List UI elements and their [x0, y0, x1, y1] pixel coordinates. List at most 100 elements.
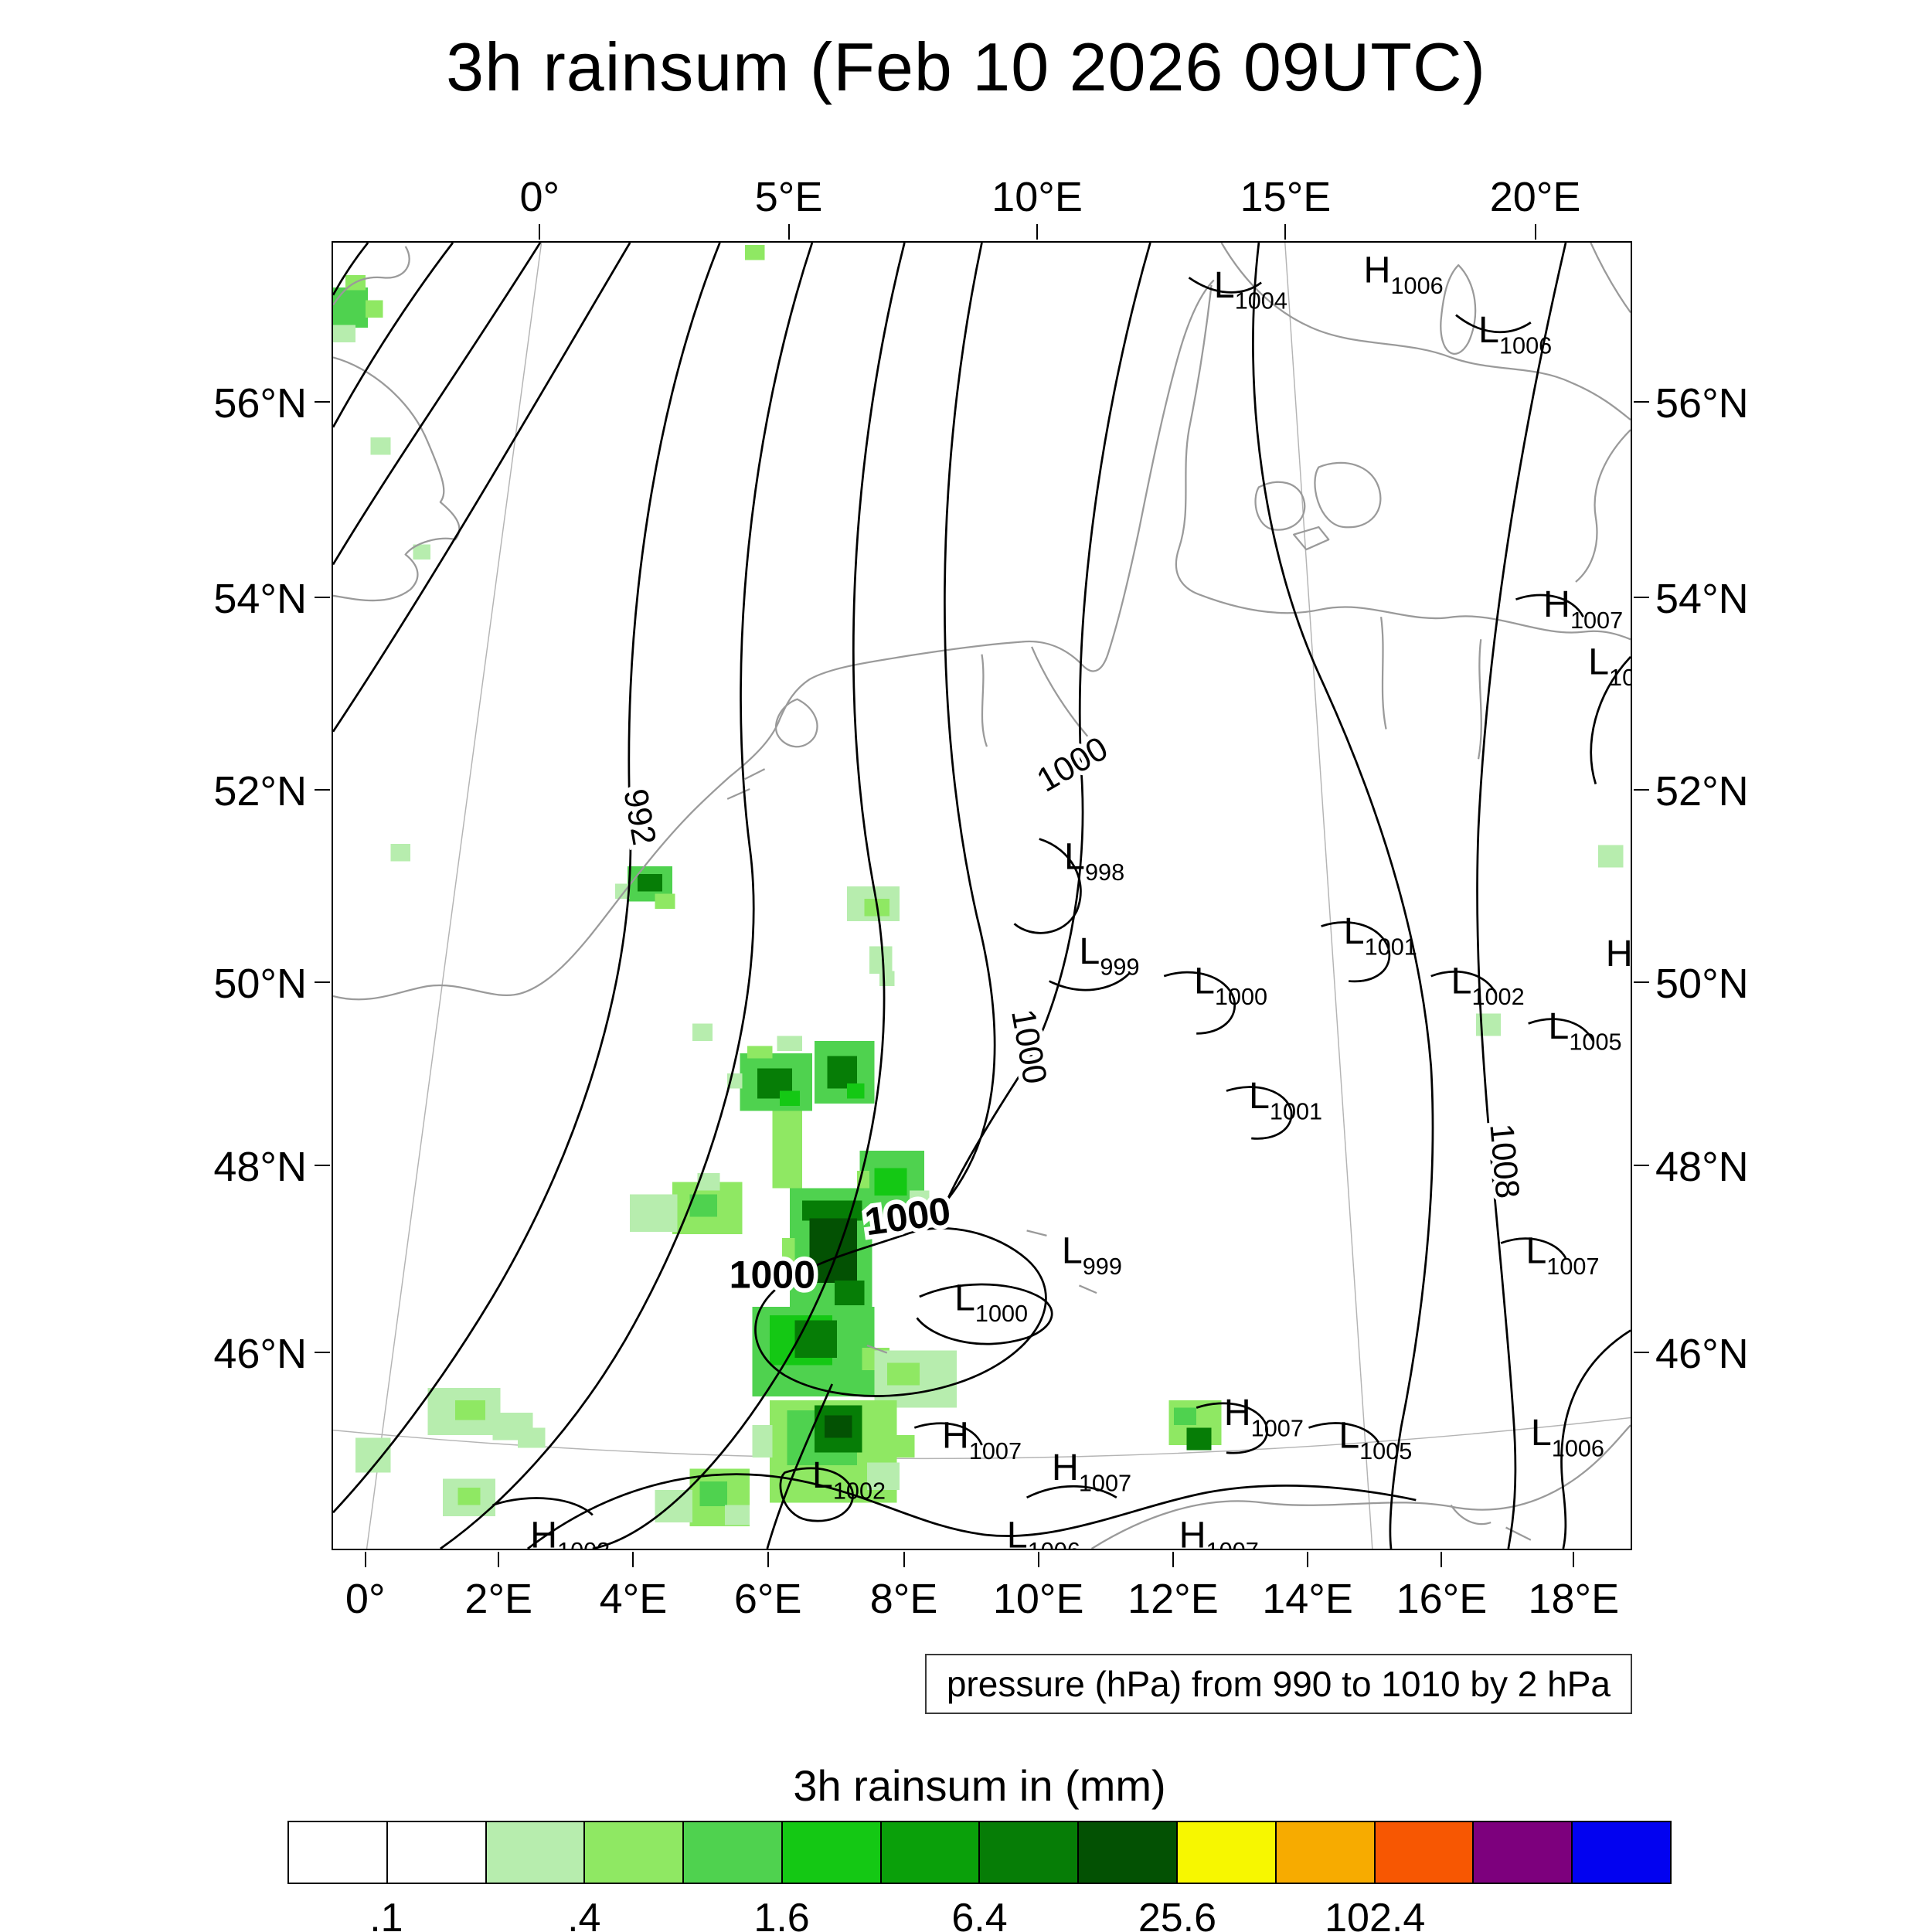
- axis-tick-right: [1634, 1164, 1649, 1166]
- pressure-marker-h: H1007: [942, 1414, 1022, 1464]
- axis-label-left: 46°N: [213, 1331, 307, 1378]
- axis-label-bottom: 2°E: [464, 1576, 533, 1622]
- pressure-marker-l: L998: [1064, 835, 1124, 886]
- colorbar-segment: [289, 1822, 386, 1883]
- axis-label-left: 54°N: [213, 575, 307, 622]
- axis-label-bottom: 16°E: [1396, 1576, 1488, 1622]
- pressure-marker-h: H: [1606, 933, 1631, 975]
- colorbar-tick-label: 1.6: [753, 1896, 810, 1932]
- pressure-caption: pressure (hPa) from 990 to 1010 by 2 hPa: [924, 1654, 1632, 1714]
- axis-label-top: 5°E: [754, 174, 823, 220]
- axis-tick-right: [1634, 981, 1649, 983]
- axis-label-bottom: 12°E: [1128, 1576, 1219, 1622]
- pressure-marker-l: L1001: [1249, 1075, 1322, 1125]
- pressure-marker-l: L1002: [1451, 961, 1525, 1011]
- colorbar-segment: [879, 1822, 979, 1883]
- axis-tick-top: [1284, 224, 1287, 240]
- isobar-value-label: 992: [616, 786, 662, 848]
- axis-tick-left: [315, 1352, 330, 1354]
- coastlines: [333, 243, 1631, 1549]
- pressure-marker-l: L1000: [954, 1277, 1028, 1328]
- axis-label-left: 56°N: [213, 380, 307, 427]
- colorbar-segment: [1571, 1822, 1670, 1883]
- colorbar-segment: [1176, 1822, 1275, 1883]
- axis-label-bottom: 18°E: [1528, 1576, 1620, 1622]
- axis-label-right: 48°N: [1655, 1143, 1749, 1190]
- axis-label-top: 15°E: [1240, 174, 1332, 220]
- axis-label-bottom: 4°E: [599, 1576, 668, 1622]
- axis-tick-right: [1634, 596, 1649, 598]
- axis-label-bottom: 8°E: [869, 1576, 938, 1622]
- colorbar-tick-label: .1: [369, 1896, 403, 1932]
- axis-tick-right: [1634, 788, 1649, 791]
- pressure-marker-l: L1006: [1531, 1412, 1604, 1462]
- axis-label-right: 52°N: [1655, 767, 1749, 815]
- pressure-marker-l: L1004: [1214, 264, 1287, 315]
- isobar-value-label: 1000: [1031, 730, 1114, 799]
- pressure-marker-l: L1006: [1588, 641, 1631, 691]
- graticule-lines: [333, 243, 1631, 1549]
- colorbar-segment: [485, 1822, 584, 1883]
- axis-tick-left: [315, 401, 330, 403]
- map-canvas: 99210001000100010001008L1004H1006L1006H1…: [333, 243, 1631, 1549]
- axis-tick-bottom: [632, 1552, 634, 1567]
- axis-label-bottom: 0°: [345, 1576, 386, 1622]
- axis-tick-right: [1634, 1352, 1649, 1354]
- axis-label-top: 10°E: [992, 174, 1083, 220]
- axis-label-right: 56°N: [1655, 380, 1749, 427]
- pressure-marker-l: L1007: [1526, 1230, 1599, 1280]
- map-plot: 992 1000 1000 1000 1000 1008 L1004 H1006 L1006 H1…: [332, 241, 1632, 1550]
- axis-label-left: 52°N: [213, 767, 307, 815]
- axis-tick-top: [1036, 224, 1039, 240]
- pressure-marker-h: H1003: [530, 1514, 610, 1549]
- pressure-marker-h: H1007: [1543, 583, 1623, 634]
- isobar-value-label: 1000: [1004, 1006, 1053, 1087]
- pressure-marker-h: H1007: [1052, 1447, 1131, 1497]
- axis-label-right: 50°N: [1655, 960, 1749, 1007]
- axis-label-left: 50°N: [213, 960, 307, 1007]
- axis-tick-bottom: [364, 1552, 366, 1567]
- axis-tick-bottom: [1172, 1552, 1174, 1567]
- pressure-marker-l: L999: [1062, 1230, 1122, 1280]
- colorbar-segment: [978, 1822, 1078, 1883]
- axis-label-bottom: 10°E: [992, 1576, 1084, 1622]
- colorbar-segment: [1472, 1822, 1572, 1883]
- pressure-marker-l: L1006: [1007, 1514, 1080, 1549]
- axis-label-bottom: 14°E: [1262, 1576, 1353, 1622]
- colorbar-segment: [682, 1822, 781, 1883]
- colorbar-segment: [1373, 1822, 1473, 1883]
- axis-label-right: 54°N: [1655, 575, 1749, 622]
- axis-label-bottom: 6°E: [733, 1576, 802, 1622]
- axis-label-right: 46°N: [1655, 1331, 1749, 1378]
- axis-tick-bottom: [498, 1552, 500, 1567]
- pressure-marker-h: H1006: [1364, 250, 1444, 300]
- axis-label-top: 20°E: [1489, 174, 1581, 220]
- colorbar-segment: [781, 1822, 880, 1883]
- axis-tick-bottom: [1307, 1552, 1309, 1567]
- colorbar-segment: [1274, 1822, 1374, 1883]
- pressure-marker-l: L1005: [1548, 1005, 1621, 1056]
- isobar-contours: [333, 243, 1631, 1549]
- axis-tick-bottom: [1440, 1552, 1443, 1567]
- isobar-value-label: 1000: [730, 1253, 815, 1297]
- colorbar-tick-label: 25.6: [1138, 1896, 1217, 1932]
- axis-tick-left: [315, 1164, 330, 1166]
- pressure-marker-l: L1005: [1338, 1414, 1412, 1464]
- axis-tick-left: [315, 788, 330, 791]
- axis-tick-left: [315, 596, 330, 598]
- colorbar-segment: [386, 1822, 485, 1883]
- axis-tick-bottom: [1037, 1552, 1039, 1567]
- axis-tick-right: [1634, 401, 1649, 403]
- axis-tick-bottom: [1573, 1552, 1575, 1567]
- colorbar-tick-label: 6.4: [951, 1896, 1008, 1932]
- colorbar-tick-label: 102.4: [1325, 1896, 1426, 1932]
- isobar-value-label: 1008: [1482, 1122, 1526, 1200]
- axis-tick-left: [315, 981, 330, 983]
- rain-shading: [333, 245, 1624, 1526]
- axis-tick-top: [787, 224, 790, 240]
- pressure-marker-l: L1000: [1194, 961, 1267, 1011]
- colorbar-title: 3h rainsum in (mm): [793, 1761, 1166, 1810]
- colorbar-tick-label: .4: [567, 1896, 601, 1932]
- pressure-marker-h: H1007: [1224, 1392, 1304, 1442]
